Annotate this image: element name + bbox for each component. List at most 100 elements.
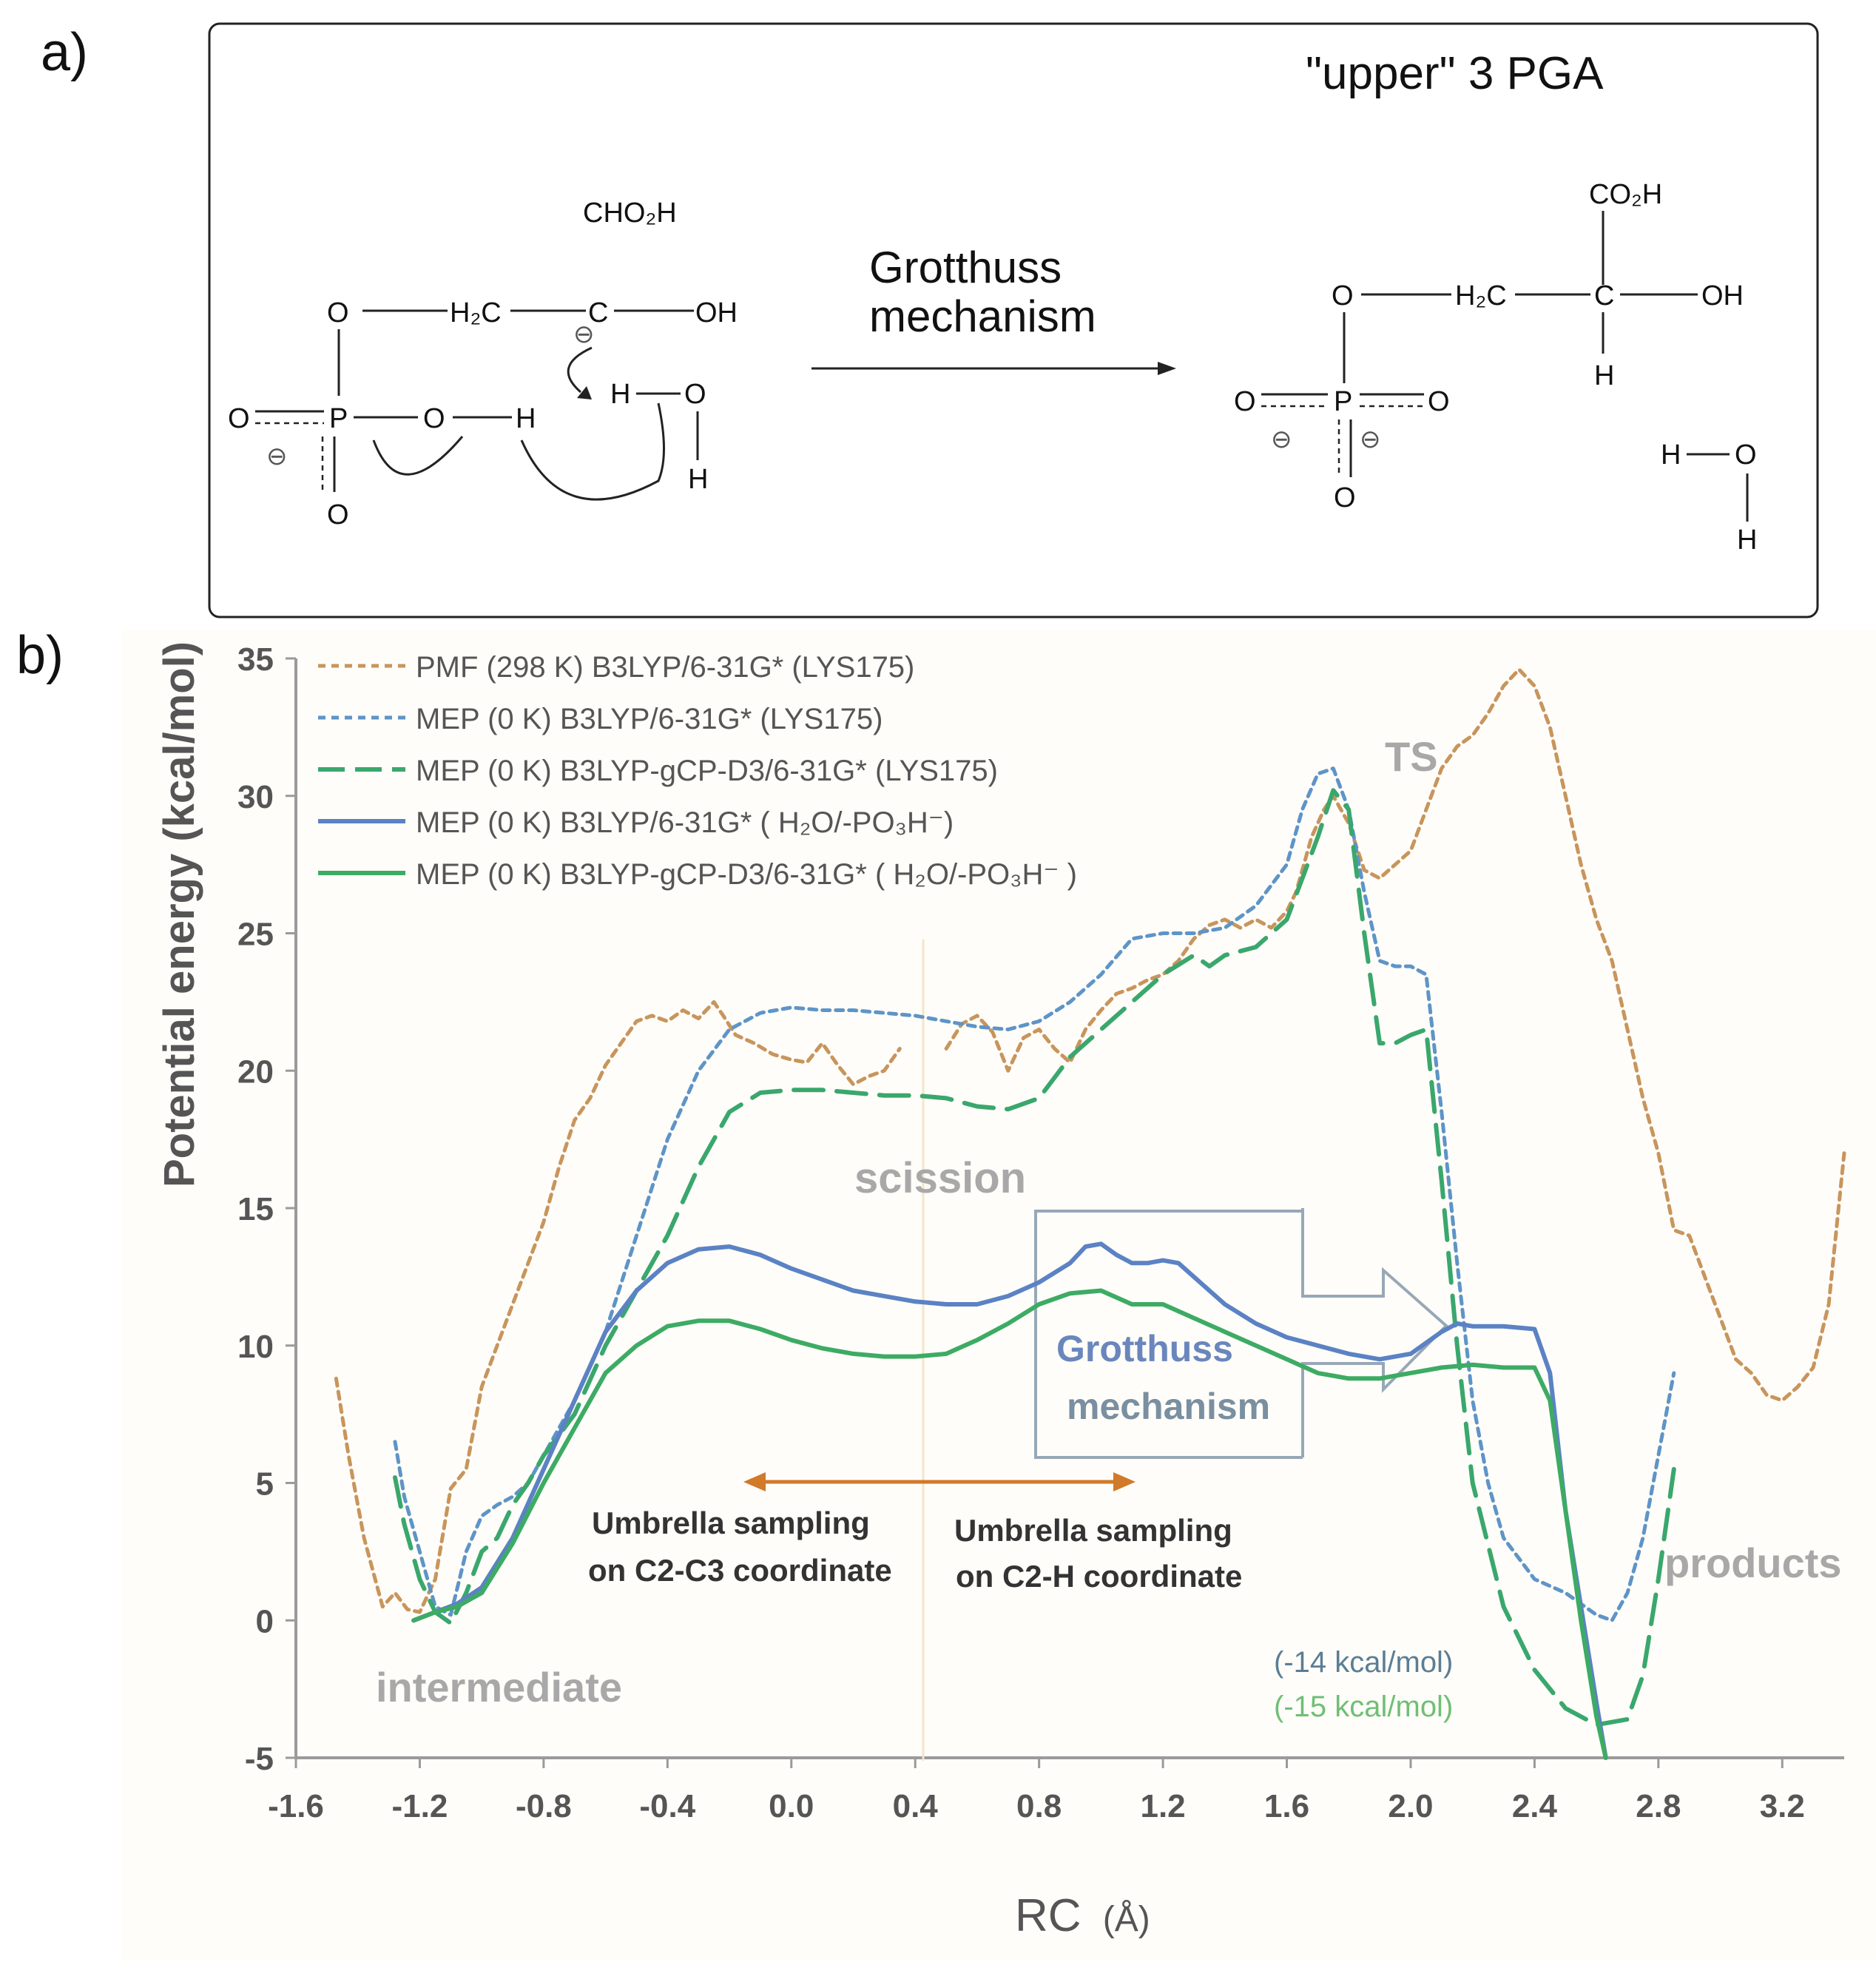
arrow-label-1: Grotthuss [869, 243, 1062, 292]
arrow-label-2: mechanism [869, 291, 1096, 341]
reactant-o-top: O [327, 297, 349, 328]
y-tick-label: 35 [237, 641, 274, 678]
product-o-top: O [1332, 280, 1354, 311]
y-tick-label: 25 [237, 917, 274, 953]
x-tick-label: 0.0 [769, 1788, 814, 1824]
y-tick-label: 5 [256, 1466, 274, 1503]
x-axis-title: RC (Å) [1015, 1890, 1150, 1941]
x-tick-label: -0.4 [639, 1788, 695, 1824]
umbrella-right-2: on C2-H coordinate [956, 1559, 1242, 1594]
product-o-water: O [1735, 439, 1757, 471]
product-o-bottom: O [1334, 482, 1356, 513]
axes [286, 657, 1844, 1768]
label-products: products [1664, 1540, 1842, 1586]
x-tick-label: -1.2 [392, 1788, 448, 1824]
reactant-o-bottom: O [327, 499, 349, 530]
product-h: H [1594, 360, 1614, 391]
product-h-water: H [1661, 439, 1681, 471]
x-tick-label: -0.8 [516, 1788, 572, 1824]
series-line [411, 1288, 1608, 1760]
reactant-o-mid: O [423, 403, 445, 434]
reactant-minus-p: ⊖ [266, 442, 288, 471]
reactant-h-water: H [610, 379, 630, 410]
curved-arrow [372, 436, 464, 476]
label-grotthuss-2: mechanism [1067, 1386, 1270, 1427]
reactant-o-water: O [684, 379, 706, 410]
label-intermediate: intermediate [376, 1664, 622, 1710]
reactant-structure: CHO₂H O H₂C C OH ⊖ O P O H ⊖ O H O H [228, 198, 738, 530]
reactant-h2c: H₂C [450, 297, 502, 328]
panel-a-label: a) [41, 23, 88, 82]
x-tick-label: 2.8 [1636, 1788, 1681, 1824]
label-grotthuss-1: Grotthuss [1056, 1328, 1233, 1369]
legend-label: MEP (0 K) B3LYP/6-31G* ( H₂O/-PO₃H⁻) [416, 806, 954, 839]
legend-label: MEP (0 K) B3LYP-gCP-D3/6-31G* (LYS175) [416, 755, 998, 787]
y-tick-label: 20 [237, 1054, 274, 1090]
legend-label: PMF (298 K) B3LYP/6-31G* (LYS175) [416, 651, 914, 684]
legend-label: MEP (0 K) B3LYP/6-31G* (LYS175) [416, 703, 883, 735]
x-axis-title-unit: (Å) [1103, 1900, 1150, 1939]
legend: PMF (298 K) B3LYP/6-31G* (LYS175) MEP (0 … [318, 651, 1077, 891]
reactant-h-water-bottom: H [688, 464, 708, 495]
x-tick-label: 3.2 [1760, 1788, 1805, 1824]
umbrella-arrowhead-left [743, 1472, 766, 1491]
y-tick-label: 15 [237, 1191, 274, 1227]
umbrella-left-2: on C2-C3 coordinate [588, 1553, 892, 1588]
product-minus-1: ⊖ [1271, 425, 1292, 454]
x-tick-label: 1.2 [1140, 1788, 1185, 1824]
kcal-blue: (-14 kcal/mol) [1274, 1646, 1453, 1679]
umbrella-right-1: Umbrella sampling [954, 1513, 1232, 1548]
reactant-cho2h: CHO₂H [583, 198, 677, 229]
reactant-h-mid: H [516, 403, 536, 434]
y-tick-label: 30 [237, 779, 274, 815]
reactant-minus-c: ⊖ [573, 320, 595, 348]
y-axis-title: Potential energy (kcal/mol) [155, 641, 203, 1187]
arrowhead [577, 386, 592, 400]
reaction-arrowhead [1158, 362, 1176, 375]
series-line [411, 1241, 1608, 1760]
product-h-water-bottom: H [1737, 525, 1757, 556]
product-p: P [1334, 386, 1352, 417]
x-tick-label: 0.4 [893, 1788, 939, 1824]
product-structure: CO₂H O H₂C C OH H O P O ⊖ ⊖ O H O H [1234, 179, 1757, 556]
y-tick-labels: 35 30 25 20 15 10 5 0 -5 [237, 641, 274, 1777]
x-tick-label: 0.8 [1016, 1788, 1062, 1824]
legend-label: MEP (0 K) B3LYP-gCP-D3/6-31G* ( H₂O/-PO₃… [416, 858, 1077, 891]
panel-b-label: b) [16, 626, 64, 685]
kcal-green: (-15 kcal/mol) [1274, 1690, 1453, 1723]
reactant-o-left: O [228, 403, 250, 434]
x-tick-labels: -1.6 -1.2 -0.8 -0.4 0.0 0.4 0.8 1.2 1.6 2.0 2.4 2.8… [268, 1788, 1805, 1824]
umbrella-left-1: Umbrella sampling [592, 1506, 870, 1540]
reactant-c: C [588, 297, 608, 328]
x-tick-label: 2.0 [1388, 1788, 1433, 1824]
reactant-p: P [329, 403, 348, 434]
series-line [393, 766, 1676, 1622]
series-lines [334, 667, 1846, 1760]
grotthuss-box [1034, 1208, 1448, 1459]
chart-background [122, 629, 1876, 1961]
x-tick-label: 2.4 [1512, 1788, 1558, 1824]
x-tick-label: 1.6 [1264, 1788, 1309, 1824]
product-h2c: H₂C [1455, 280, 1507, 311]
product-co2h: CO₂H [1589, 179, 1662, 210]
series-line [334, 999, 902, 1614]
x-axis-title-main: RC [1015, 1890, 1082, 1941]
product-c: C [1594, 280, 1614, 311]
product-oh: OH [1701, 280, 1744, 311]
y-tick-label: -5 [245, 1741, 274, 1777]
x-tick-label: -1.6 [268, 1788, 324, 1824]
label-scission: scission [854, 1154, 1026, 1202]
series-line [944, 667, 1846, 1403]
curved-arrow [520, 402, 665, 501]
curved-arrow [567, 346, 593, 394]
y-tick-label: 0 [256, 1603, 274, 1639]
product-o-left: O [1234, 386, 1256, 417]
series-line [393, 788, 1676, 1727]
label-ts: TS [1385, 733, 1438, 780]
reactant-oh: OH [695, 297, 738, 328]
y-tick-label: 10 [237, 1329, 274, 1365]
product-minus-2: ⊖ [1360, 425, 1381, 454]
scheme-title: "upper" 3 PGA [1306, 48, 1604, 99]
product-o-right: O [1428, 386, 1450, 417]
